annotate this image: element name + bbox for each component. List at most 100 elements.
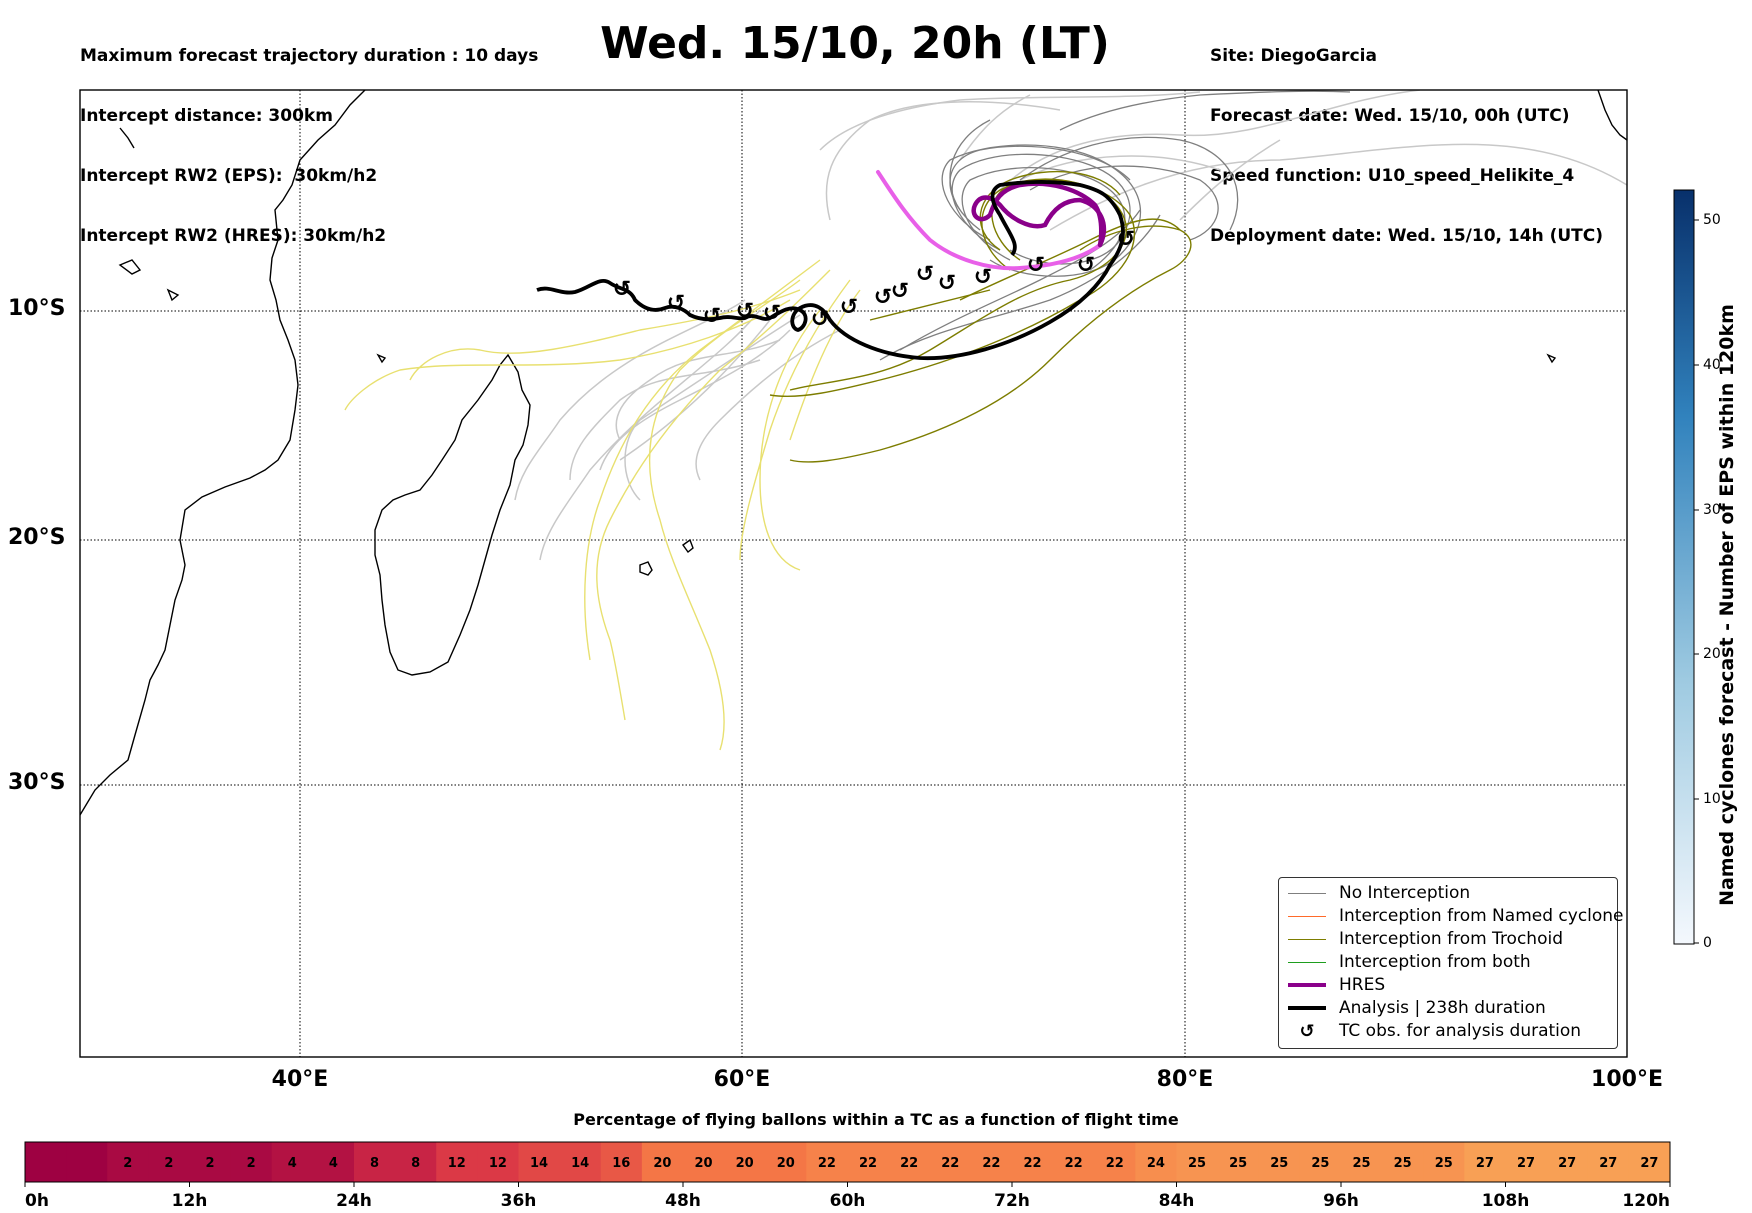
- legend-item: No Interception: [1287, 882, 1470, 904]
- colorbar-tick: 20: [1703, 646, 1721, 662]
- percentage-value: 20: [695, 1156, 713, 1171]
- percentage-value: 20: [777, 1156, 795, 1171]
- percentage-cell: [970, 1142, 1013, 1182]
- eps-grey-trajectories: [879, 90, 1351, 361]
- map-frame: [79, 89, 1628, 1058]
- eps-light-trajectories: [514, 90, 1627, 561]
- percentage-value: 2: [206, 1156, 215, 1171]
- legend-item: ↺ TC obs. for analysis duration: [1287, 1020, 1581, 1042]
- bottom-bar-title: Percentage of flying ballons within a TC…: [573, 1110, 1179, 1129]
- percentage-value: 4: [288, 1156, 297, 1171]
- map-title: Wed. 15/10, 20h (LT): [600, 18, 1110, 69]
- analysis-track: [536, 180, 1125, 361]
- tc-obs-symbol: ↺: [840, 295, 858, 320]
- islands-c: [1546, 353, 1557, 364]
- percentage-cell: [765, 1142, 807, 1182]
- coastlines: [80, 90, 1627, 816]
- percentage-value: 25: [1270, 1156, 1288, 1171]
- percentage-value: 25: [1229, 1156, 1247, 1171]
- percentage-value: 22: [982, 1156, 1000, 1171]
- tc-obs-symbol: ↺: [736, 299, 754, 324]
- islands-e: [119, 127, 135, 149]
- percentage-value: 22: [900, 1156, 918, 1171]
- percentage-cell: [600, 1142, 643, 1182]
- africa-coast: [80, 90, 366, 816]
- percentage-cell: [354, 1142, 396, 1182]
- site-line: Site: DiegoGarcia: [1210, 46, 1377, 66]
- eps-yellow-trajectories: [344, 259, 861, 751]
- eps-trochoid-trajectories: [769, 170, 1192, 463]
- percentage-cell: [271, 1142, 314, 1182]
- percentage-value: 25: [1188, 1156, 1206, 1171]
- percentage-cell: [1053, 1142, 1095, 1182]
- time-tick-label: 0h: [25, 1191, 49, 1211]
- percentage-value: 14: [571, 1156, 589, 1171]
- tc-obs-symbol: ↺: [916, 262, 934, 287]
- legend-label: No Interception: [1339, 883, 1471, 903]
- percentage-cell: [806, 1142, 848, 1182]
- percentage-cell: [1258, 1142, 1301, 1182]
- percentage-cell: [148, 1142, 190, 1182]
- percentage-value: 2: [164, 1156, 173, 1171]
- percentage-cell: [1464, 1142, 1506, 1182]
- intercept-eps-line: Intercept RW2 (EPS): 30km/h2: [80, 166, 378, 186]
- percentage-value: 2: [247, 1156, 256, 1171]
- percentage-value: 16: [612, 1156, 630, 1171]
- percentage-cell: [1094, 1142, 1136, 1182]
- legend-item: Interception from Named cyclone: [1287, 905, 1624, 927]
- percentage-value: 22: [1024, 1156, 1042, 1171]
- percentage-cell: [1628, 1142, 1671, 1182]
- colorbar-tick: 30: [1703, 502, 1721, 518]
- lon-label-60e: 60°E: [713, 1067, 771, 1092]
- percentage-value: 27: [1640, 1156, 1658, 1171]
- colorbar-label: Named cyclones forecast - Number of EPS …: [1716, 304, 1738, 906]
- reunion: [682, 538, 694, 554]
- percentage-value: 20: [736, 1156, 754, 1171]
- time-tick-label: 84h: [1159, 1191, 1195, 1211]
- percentage-cell: [518, 1142, 561, 1182]
- percentage-value: 27: [1599, 1156, 1617, 1171]
- percentage-cell: [1217, 1142, 1260, 1182]
- legend-label: Interception from Trochoid: [1339, 929, 1563, 949]
- percentage-value: 12: [489, 1156, 507, 1171]
- percentage-value: 22: [1065, 1156, 1083, 1171]
- time-tick-label: 108h: [1482, 1191, 1530, 1211]
- hres-trajectory: [876, 170, 1107, 271]
- percentage-value: 20: [653, 1156, 671, 1171]
- intercept-hres-line: Intercept RW2 (HRES): 30km/h2: [80, 226, 387, 246]
- legend-label: TC obs. for analysis duration: [1339, 1021, 1582, 1041]
- percentage-value: 25: [1311, 1156, 1329, 1171]
- gridlines: [80, 90, 1627, 1057]
- percentage-cell: [1505, 1142, 1548, 1182]
- tc-obs-symbol: ↺: [1077, 253, 1095, 278]
- percentage-value: 25: [1394, 1156, 1412, 1171]
- percentage-cell: [888, 1142, 931, 1182]
- percentage-value: 2: [123, 1156, 132, 1171]
- time-tick-label: 72h: [994, 1191, 1030, 1211]
- percentage-cell: [230, 1142, 273, 1182]
- tc-obs-symbol: ↺: [938, 271, 956, 296]
- legend-label: Interception from both: [1339, 952, 1531, 972]
- percentage-cell: [683, 1142, 725, 1182]
- legend-item: Interception from both: [1287, 951, 1531, 973]
- mauritius: [639, 561, 653, 576]
- percentage-cell: [25, 1142, 67, 1182]
- percentage-cell: [107, 1142, 149, 1182]
- colorbar-tick: 50: [1703, 212, 1721, 228]
- time-tick-label: 24h: [336, 1191, 372, 1211]
- percentage-value: 8: [370, 1156, 379, 1171]
- lon-label-100e: 100°E: [1591, 1067, 1663, 1092]
- time-tick-label: 60h: [830, 1191, 866, 1211]
- percentage-cell: [477, 1142, 519, 1182]
- lon-label-80e: 80°E: [1156, 1067, 1214, 1092]
- percentage-cell: [1546, 1142, 1589, 1182]
- percentage-cell: [1135, 1142, 1177, 1182]
- tc-obs-symbol: ↺: [1117, 227, 1135, 252]
- percentage-value: 24: [1147, 1156, 1165, 1171]
- legend-label: Interception from Named cyclone: [1339, 906, 1624, 926]
- percentage-cell: [1299, 1142, 1342, 1182]
- percentage-cell: [847, 1142, 890, 1182]
- percentage-cell: [1587, 1142, 1630, 1182]
- colorbar-tick: 40: [1703, 357, 1721, 373]
